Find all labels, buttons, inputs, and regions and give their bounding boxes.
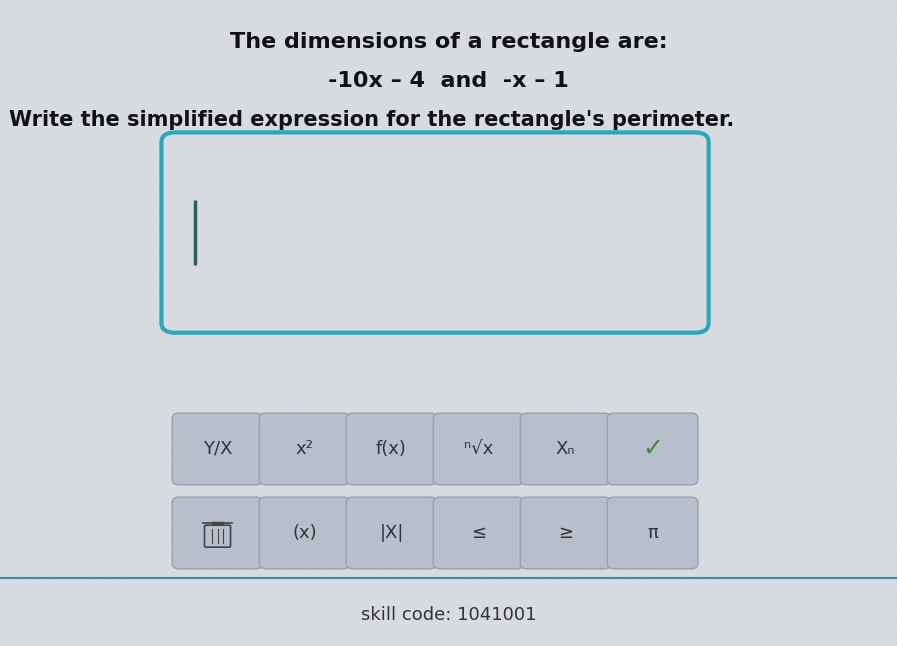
Text: -10x – 4  and  -x – 1: -10x – 4 and -x – 1 bbox=[328, 71, 569, 90]
Text: (x): (x) bbox=[292, 524, 317, 542]
FancyBboxPatch shape bbox=[161, 132, 709, 333]
FancyBboxPatch shape bbox=[346, 497, 437, 568]
FancyBboxPatch shape bbox=[259, 413, 350, 484]
FancyBboxPatch shape bbox=[520, 497, 611, 568]
FancyBboxPatch shape bbox=[346, 413, 437, 484]
Text: ≥: ≥ bbox=[558, 524, 573, 542]
Text: ⁿ√x: ⁿ√x bbox=[464, 440, 493, 458]
FancyBboxPatch shape bbox=[433, 413, 524, 484]
Text: π: π bbox=[648, 524, 658, 542]
Text: |X|: |X| bbox=[379, 524, 404, 542]
FancyBboxPatch shape bbox=[172, 497, 263, 568]
Text: ≤: ≤ bbox=[471, 524, 486, 542]
FancyBboxPatch shape bbox=[607, 413, 698, 484]
FancyBboxPatch shape bbox=[205, 525, 231, 547]
FancyBboxPatch shape bbox=[433, 497, 524, 568]
FancyBboxPatch shape bbox=[259, 497, 350, 568]
Text: f(x): f(x) bbox=[376, 440, 407, 458]
Text: Write the simplified expression for the rectangle's perimeter.: Write the simplified expression for the … bbox=[9, 110, 735, 129]
FancyBboxPatch shape bbox=[520, 413, 611, 484]
Text: The dimensions of a rectangle are:: The dimensions of a rectangle are: bbox=[230, 32, 667, 52]
FancyBboxPatch shape bbox=[172, 413, 263, 484]
Text: ✓: ✓ bbox=[642, 437, 663, 461]
Text: Xₙ: Xₙ bbox=[556, 440, 575, 458]
Text: Y/X: Y/X bbox=[203, 440, 232, 458]
Text: skill code: 1041001: skill code: 1041001 bbox=[361, 606, 536, 624]
FancyBboxPatch shape bbox=[607, 497, 698, 568]
Text: x²: x² bbox=[296, 440, 313, 458]
